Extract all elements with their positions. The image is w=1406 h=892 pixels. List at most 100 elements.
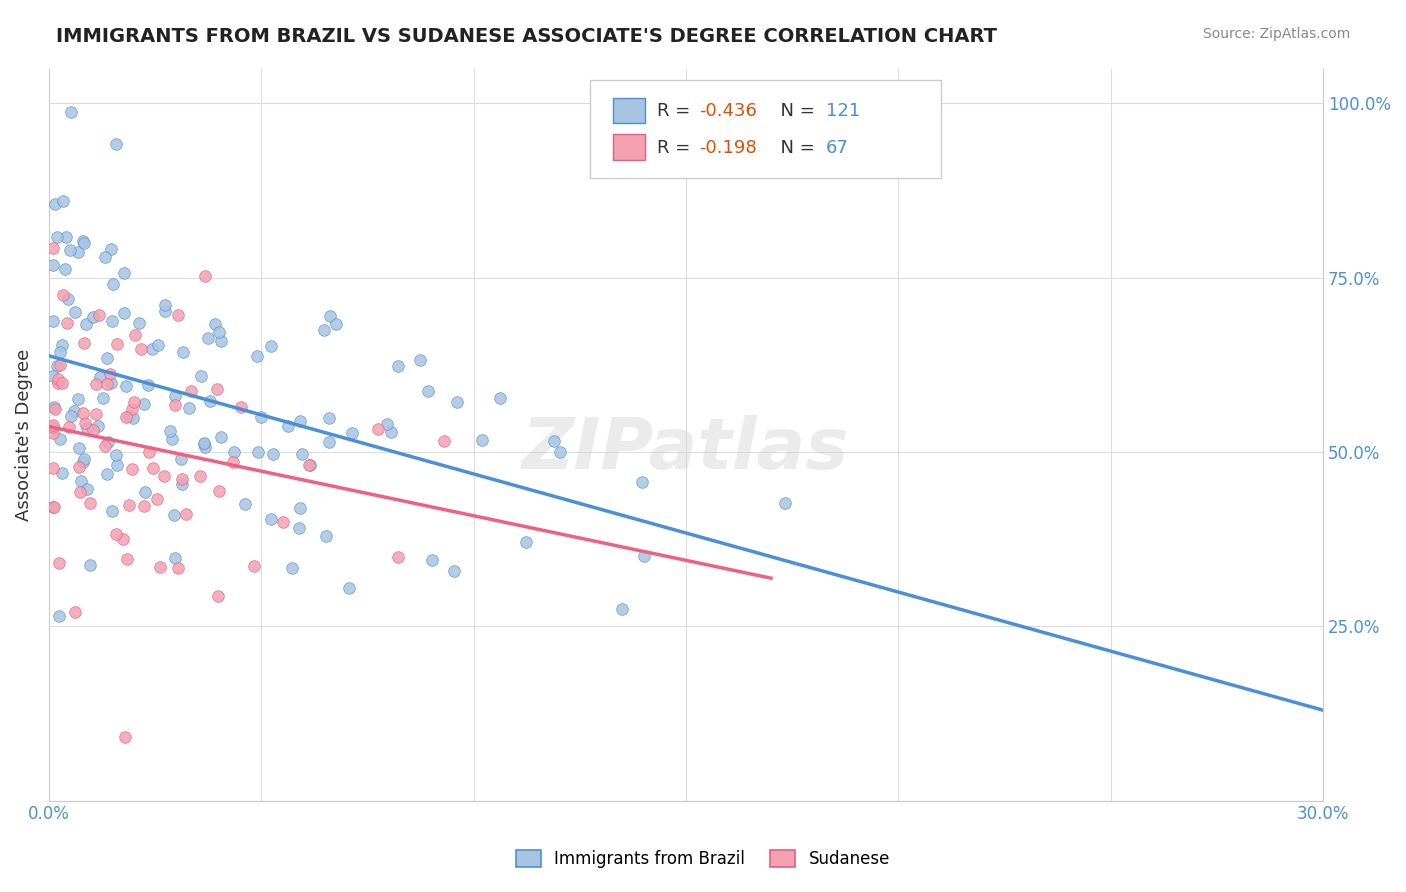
Point bbox=[42, 314, 65, 328]
Point bbox=[631, 475, 654, 489]
Point bbox=[169, 452, 191, 467]
Point bbox=[314, 323, 336, 337]
Point bbox=[63, 605, 86, 619]
Point bbox=[104, 527, 127, 541]
Point bbox=[91, 391, 114, 405]
Point bbox=[172, 345, 194, 359]
Point bbox=[97, 435, 120, 450]
Point bbox=[221, 455, 243, 469]
Point bbox=[86, 418, 108, 433]
Point bbox=[42, 368, 65, 383]
Point bbox=[72, 455, 94, 469]
Point bbox=[166, 308, 188, 322]
Text: N =: N = bbox=[769, 138, 820, 157]
Point bbox=[73, 335, 96, 350]
Point bbox=[58, 292, 80, 306]
Point bbox=[146, 337, 169, 351]
Point bbox=[167, 561, 190, 575]
Legend: Immigrants from Brazil, Sudanese: Immigrants from Brazil, Sudanese bbox=[509, 843, 897, 875]
Point bbox=[72, 234, 94, 248]
Point bbox=[115, 410, 138, 425]
Point bbox=[105, 337, 128, 351]
Point bbox=[73, 236, 96, 251]
Point bbox=[112, 306, 135, 320]
Point bbox=[76, 482, 98, 496]
Point bbox=[409, 352, 432, 367]
Text: Source: ZipAtlas.com: Source: ZipAtlas.com bbox=[1202, 27, 1350, 41]
Point bbox=[188, 469, 211, 483]
Point bbox=[375, 417, 398, 431]
Text: N =: N = bbox=[769, 102, 820, 120]
Point bbox=[194, 269, 217, 284]
Point bbox=[96, 467, 118, 481]
Text: ZIPatlas: ZIPatlas bbox=[523, 415, 849, 483]
Point bbox=[104, 449, 127, 463]
Point bbox=[141, 342, 163, 356]
Point bbox=[209, 334, 232, 348]
Point bbox=[193, 436, 215, 450]
Point bbox=[543, 434, 565, 448]
Point bbox=[471, 433, 494, 447]
Point bbox=[42, 425, 65, 440]
Point bbox=[52, 288, 75, 302]
Point bbox=[141, 461, 163, 475]
Point bbox=[380, 425, 402, 440]
Point bbox=[416, 384, 439, 398]
Text: IMMIGRANTS FROM BRAZIL VS SUDANESE ASSOCIATE'S DEGREE CORRELATION CHART: IMMIGRANTS FROM BRAZIL VS SUDANESE ASSOC… bbox=[56, 27, 997, 45]
FancyBboxPatch shape bbox=[591, 79, 941, 178]
Point bbox=[118, 409, 141, 423]
Point bbox=[209, 430, 232, 444]
Point bbox=[165, 398, 187, 412]
Point bbox=[208, 484, 231, 499]
Point bbox=[45, 229, 67, 244]
Point bbox=[149, 560, 172, 574]
Point bbox=[288, 501, 311, 516]
Point bbox=[775, 496, 797, 510]
Point bbox=[420, 553, 443, 567]
Point bbox=[318, 410, 340, 425]
Point bbox=[59, 104, 82, 119]
Point bbox=[229, 400, 252, 414]
Point bbox=[60, 409, 83, 423]
Point bbox=[163, 389, 186, 403]
Point bbox=[277, 418, 299, 433]
Point bbox=[46, 359, 69, 373]
Point bbox=[67, 441, 90, 455]
Point bbox=[134, 485, 156, 500]
Point bbox=[515, 534, 537, 549]
Point bbox=[44, 197, 66, 211]
Point bbox=[48, 376, 70, 390]
Point bbox=[42, 420, 65, 434]
Text: R =: R = bbox=[657, 102, 696, 120]
Point bbox=[222, 445, 245, 459]
Point bbox=[101, 277, 124, 291]
Point bbox=[73, 452, 96, 467]
Point bbox=[138, 445, 160, 459]
Point bbox=[297, 458, 319, 472]
Point bbox=[337, 581, 360, 595]
Point bbox=[105, 458, 128, 472]
Point bbox=[101, 314, 124, 328]
Text: 121: 121 bbox=[827, 102, 860, 120]
Point bbox=[610, 602, 633, 616]
Point bbox=[48, 556, 70, 570]
Point bbox=[53, 262, 76, 277]
Point bbox=[170, 477, 193, 491]
Point bbox=[177, 401, 200, 415]
Point bbox=[281, 560, 304, 574]
Point bbox=[233, 497, 256, 511]
Point bbox=[633, 549, 655, 563]
Point bbox=[243, 558, 266, 573]
Point bbox=[100, 376, 122, 390]
Point bbox=[194, 440, 217, 454]
Point bbox=[129, 342, 152, 356]
Point bbox=[79, 496, 101, 510]
Point bbox=[66, 392, 89, 406]
Point bbox=[72, 406, 94, 420]
Point bbox=[89, 370, 111, 384]
Point bbox=[246, 349, 269, 363]
Point bbox=[145, 492, 167, 507]
Point bbox=[207, 382, 229, 396]
Text: 67: 67 bbox=[827, 138, 849, 157]
Point bbox=[153, 298, 176, 312]
